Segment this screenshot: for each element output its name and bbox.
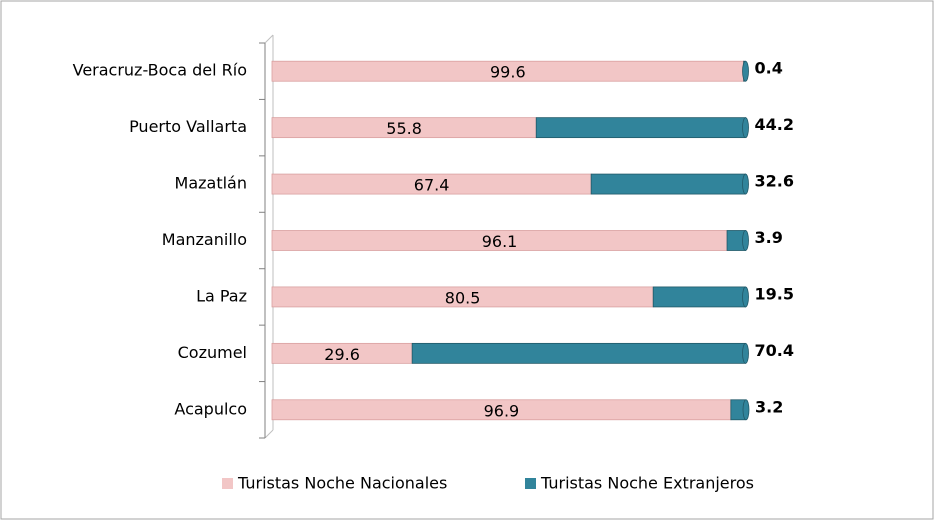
bar-end-cap	[742, 117, 749, 139]
data-label: 80.5	[445, 288, 481, 307]
data-label: 55.8	[386, 119, 422, 138]
data-label: 3.9	[755, 228, 783, 247]
y-tick-label: Veracruz-Boca del Río	[73, 61, 247, 80]
data-label: 44.2	[755, 115, 794, 134]
data-label: 70.4	[755, 341, 794, 360]
data-label: 3.2	[755, 397, 783, 416]
y-tick-label: Puerto Vallarta	[129, 117, 247, 136]
legend-label: Turistas Noche Extranjeros	[540, 474, 754, 493]
bar-segment	[535, 117, 746, 139]
data-label: 29.6	[324, 345, 360, 364]
bar-end-cap	[742, 60, 749, 82]
data-label: 99.6	[490, 63, 526, 82]
legend-swatch	[525, 478, 536, 489]
y-tick-label: Manzanillo	[162, 230, 247, 249]
y-tick-label: Cozumel	[178, 343, 247, 362]
data-label: 32.6	[755, 172, 794, 191]
bar-segment	[652, 286, 746, 308]
data-label: 96.1	[482, 232, 518, 251]
data-label: 19.5	[755, 284, 794, 303]
y-tick-label: Acapulco	[174, 399, 247, 418]
bar-end-cap	[742, 230, 749, 251]
bar-end-cap	[742, 173, 749, 195]
bar-end-cap	[742, 286, 749, 308]
data-label: 67.4	[414, 176, 450, 195]
legend-label: Turistas Noche Nacionales	[237, 474, 447, 493]
data-label: 0.4	[755, 59, 783, 78]
y-tick-label: Mazatlán	[175, 174, 247, 193]
y-tick-label: La Paz	[196, 286, 247, 305]
data-label: 96.9	[484, 401, 520, 420]
bar-segment	[590, 173, 746, 195]
bar-end-cap	[742, 342, 749, 364]
legend-swatch	[222, 478, 233, 489]
bar-end-cap	[742, 399, 750, 421]
bar-segment	[411, 342, 746, 364]
